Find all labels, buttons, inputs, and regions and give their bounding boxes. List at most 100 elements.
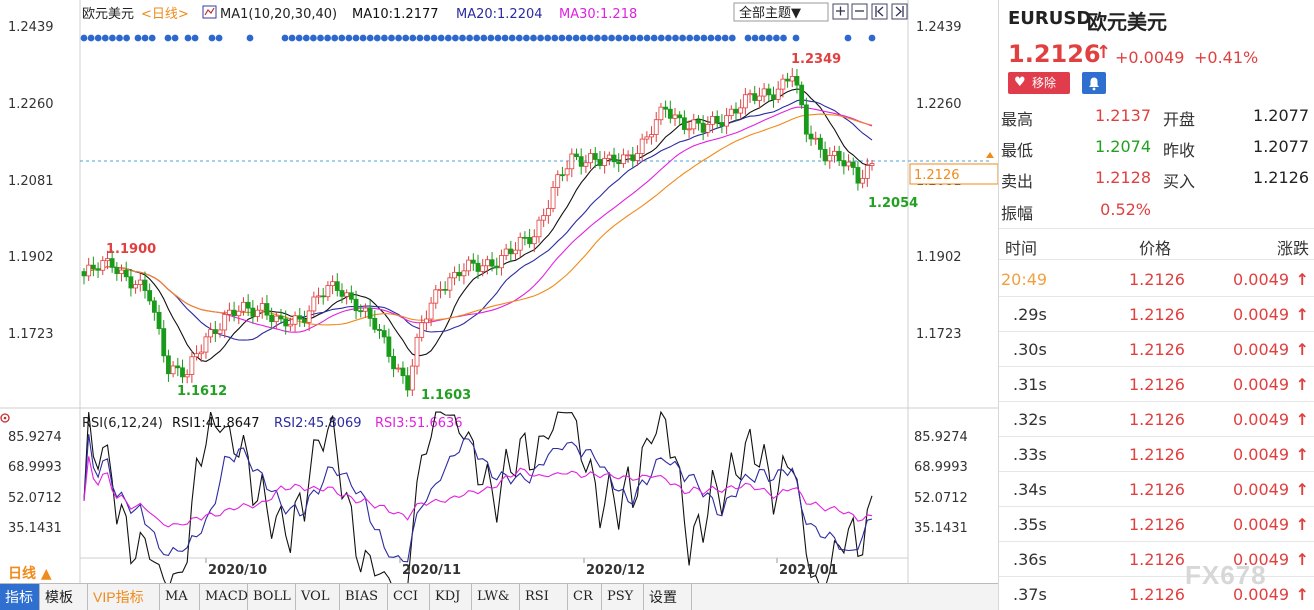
- candle-down: [400, 367, 406, 377]
- stat-row: 振幅 0.52%: [999, 194, 1314, 225]
- candle-up: [531, 236, 537, 245]
- candle-down: [560, 174, 565, 177]
- signal-dot: [537, 34, 544, 42]
- candle-down: [470, 259, 476, 264]
- tick-row[interactable]: .37s 1.2126 0.0049 ↑: [999, 577, 1314, 610]
- candle-up: [133, 284, 138, 289]
- signal-dot: [501, 34, 509, 42]
- rsi-tick-label: 35.1431: [914, 521, 968, 536]
- signal-dot: [523, 34, 530, 42]
- tick-row[interactable]: .29s 1.2126 0.0049 ↑: [999, 297, 1314, 332]
- signal-dots: [80, 34, 876, 42]
- candle-up: [447, 277, 453, 291]
- tab-ma[interactable]: MA: [160, 584, 200, 610]
- tick-time: .36s: [1013, 550, 1047, 569]
- tick-row[interactable]: .30s 1.2126 0.0049 ↑: [999, 332, 1314, 367]
- candle-up: [564, 168, 570, 176]
- candle-down: [156, 311, 162, 329]
- candle-down: [123, 269, 129, 278]
- scroll-left-icon[interactable]: [871, 3, 888, 20]
- signal-dot: [288, 34, 296, 42]
- tick-row[interactable]: .31s 1.2126 0.0049 ↑: [999, 367, 1314, 402]
- candle-up: [621, 154, 626, 165]
- tab-rsi[interactable]: RSI: [520, 584, 568, 610]
- stat-label-2: 昨收: [1163, 141, 1196, 160]
- tab-boll[interactable]: BOLL: [248, 584, 296, 610]
- period-link[interactable]: <日线>: [141, 7, 189, 22]
- rsi-settings-icon[interactable]: [0, 413, 10, 423]
- candle-down: [334, 281, 340, 291]
- tab-settings[interactable]: 设置: [644, 584, 692, 610]
- candle-down: [456, 271, 462, 277]
- zoom-out-icon[interactable]: [851, 3, 868, 20]
- candle-down: [836, 150, 842, 161]
- tick-row[interactable]: 20:49 1.2126 0.0049 ↑: [999, 262, 1314, 297]
- candle-up: [325, 285, 331, 298]
- price-marker-icon: [986, 152, 994, 158]
- remove-button[interactable]: ♥ 移除: [1008, 72, 1070, 94]
- signal-dot: [324, 34, 331, 42]
- period-selector[interactable]: 日线 ▲: [8, 565, 52, 582]
- candle-up: [691, 119, 697, 130]
- signal-dot: [721, 34, 729, 42]
- tab-cr[interactable]: CR: [568, 584, 602, 610]
- signal-dot: [116, 34, 123, 42]
- tab-indicators[interactable]: 指标: [0, 584, 40, 610]
- signal-dot: [452, 34, 459, 42]
- tick-price: 1.2126: [1129, 445, 1185, 464]
- candle-up: [259, 303, 265, 311]
- ma30-line: [83, 106, 873, 333]
- candle-up: [184, 374, 190, 378]
- candle-down: [489, 259, 495, 267]
- candle-up: [517, 236, 523, 251]
- tab-vip-indicators[interactable]: VIP指标: [88, 584, 160, 610]
- stat-label: 卖出: [1001, 172, 1034, 191]
- tab-lw[interactable]: LW&: [472, 584, 520, 610]
- stat-label: 振幅: [1001, 204, 1034, 223]
- signal-dot: [480, 34, 488, 42]
- tab-psy[interactable]: PSY: [602, 584, 644, 610]
- date-tick-label: 2020/12: [586, 563, 645, 578]
- signal-dot: [758, 34, 766, 42]
- theme-button[interactable]: [733, 2, 829, 22]
- tab-bias[interactable]: BIAS: [340, 584, 388, 610]
- candle-up: [424, 318, 429, 324]
- tab-macd[interactable]: MACD: [200, 584, 248, 610]
- kline-chart[interactable]: 欧元美元 <日线> MA1(10,20,30,40) MA10:1.2177 M…: [0, 0, 998, 583]
- tick-row[interactable]: .32s 1.2126 0.0049 ↑: [999, 402, 1314, 437]
- tick-row[interactable]: .34s 1.2126 0.0049 ↑: [999, 472, 1314, 507]
- signal-dot: [650, 34, 658, 42]
- date-tick-label: 2020/10: [208, 563, 267, 578]
- signal-dot: [359, 34, 367, 42]
- candle-up: [545, 208, 551, 217]
- up-arrow-icon: ↑: [1295, 305, 1309, 324]
- tab-cci[interactable]: CCI: [388, 584, 430, 610]
- candle-down: [212, 329, 218, 334]
- indicator-toolbar: 指标 模板 VIP指标 MA MACD BOLL VOL BIAS CCI KD…: [0, 583, 998, 610]
- tick-change: 0.0049: [1233, 445, 1289, 464]
- tick-row[interactable]: .33s 1.2126 0.0049 ↑: [999, 437, 1314, 472]
- candle-down: [231, 309, 237, 317]
- scroll-right-icon[interactable]: [891, 3, 908, 20]
- signal-dot: [423, 34, 431, 42]
- candle-up: [869, 163, 875, 166]
- tab-kdj[interactable]: KDJ: [430, 584, 472, 610]
- tab-templates[interactable]: 模板: [40, 584, 88, 610]
- candle-up: [287, 323, 293, 327]
- tab-vol[interactable]: VOL: [296, 584, 340, 610]
- tick-row[interactable]: .36s 1.2126 0.0049 ↑: [999, 542, 1314, 577]
- signal-dot: [87, 34, 95, 42]
- signal-dot: [184, 34, 192, 42]
- zoom-in-icon[interactable]: [832, 3, 849, 20]
- candle-down: [175, 365, 181, 369]
- tick-row[interactable]: .35s 1.2126 0.0049 ↑: [999, 507, 1314, 542]
- candle-down: [90, 264, 96, 270]
- signal-dot: [164, 34, 172, 42]
- candle-up: [217, 329, 223, 334]
- candle-down: [616, 161, 622, 165]
- up-arrow-icon: ↑: [1295, 550, 1309, 569]
- candle-up: [255, 309, 260, 317]
- stat-value: 1.2074: [1095, 137, 1151, 156]
- signal-dot: [148, 34, 156, 42]
- alert-bell-button[interactable]: [1082, 72, 1106, 94]
